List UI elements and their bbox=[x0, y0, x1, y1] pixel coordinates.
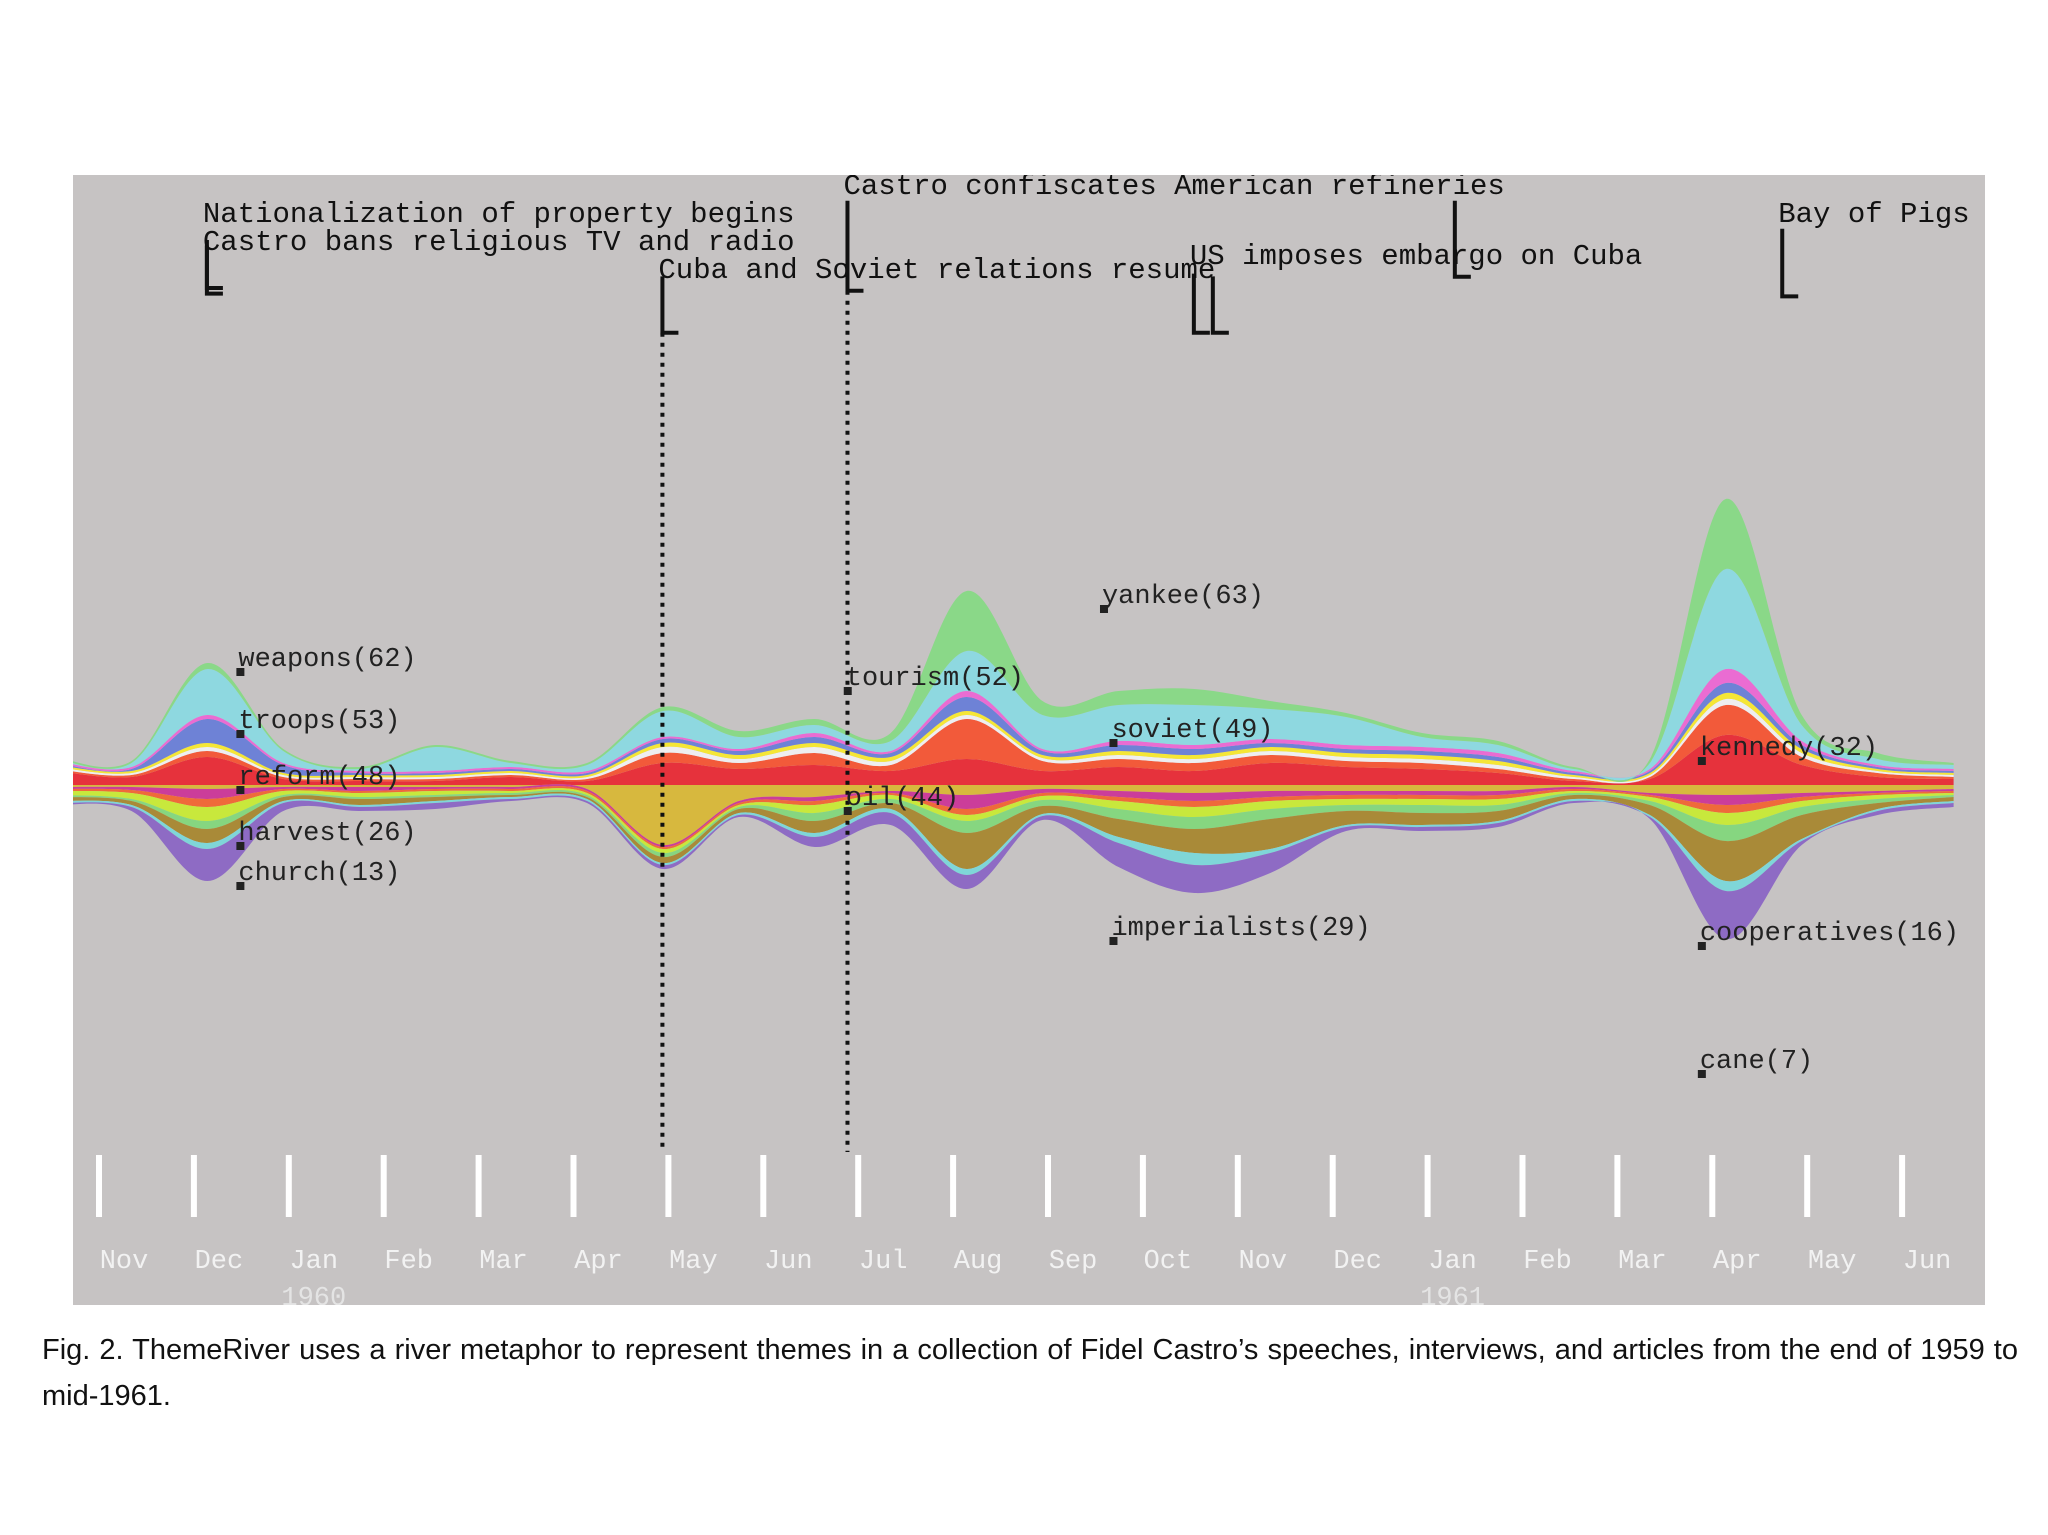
month-tick bbox=[1045, 1155, 1051, 1217]
figure-caption: Fig. 2. ThemeRiver uses a river metaphor… bbox=[42, 1334, 2018, 1412]
time-axis: Nov Dec Jan Feb Mar Apr May Jun Jul Aug Sep Oct Nov D… bbox=[96, 1155, 1952, 1314]
month-tick bbox=[570, 1155, 577, 1217]
month-tick bbox=[760, 1155, 767, 1217]
month-label: Feb bbox=[384, 1247, 433, 1277]
month-label: Mar bbox=[1618, 1247, 1667, 1277]
stream-pink bbox=[73, 668, 1954, 779]
stream-olive bbox=[73, 791, 1954, 882]
theme-label: reform(48) bbox=[238, 763, 400, 793]
theme-label: troops(53) bbox=[238, 707, 400, 737]
event-label: Castro bans religious TV and radio bbox=[203, 226, 795, 259]
month-tick bbox=[96, 1155, 102, 1217]
theme-marker bbox=[1109, 937, 1118, 945]
month-tick bbox=[1614, 1155, 1621, 1217]
stream-orange bbox=[73, 786, 1954, 850]
theme-label: cane(7) bbox=[1700, 1047, 1813, 1077]
theme-label: weapons(62) bbox=[238, 645, 416, 675]
theme-marker bbox=[1697, 1070, 1706, 1078]
theme-marker bbox=[843, 687, 852, 695]
month-tick bbox=[285, 1155, 292, 1217]
month-label: Sep bbox=[1049, 1247, 1098, 1277]
theme-marker bbox=[1697, 757, 1706, 765]
month-label: Jun bbox=[764, 1247, 813, 1277]
month-tick bbox=[1139, 1155, 1146, 1217]
theme-label: oil(44) bbox=[846, 784, 959, 814]
month-label: Feb bbox=[1523, 1247, 1572, 1277]
month-tick bbox=[1424, 1155, 1431, 1217]
month-label: Jan bbox=[289, 1247, 338, 1277]
month-label: Jul bbox=[859, 1247, 908, 1277]
event-marker bbox=[1210, 276, 1229, 335]
month-label: Apr bbox=[1713, 1247, 1762, 1277]
stream-red bbox=[73, 734, 1954, 786]
month-label: Nov bbox=[100, 1247, 149, 1277]
stream-layers bbox=[73, 498, 1954, 940]
theme-label: cooperatives(16) bbox=[1700, 919, 1959, 949]
month-tick bbox=[1234, 1155, 1241, 1217]
month-label: Jan bbox=[1428, 1247, 1477, 1277]
theme-marker bbox=[236, 882, 245, 890]
event-label: US imposes embargo on Cuba bbox=[1190, 240, 1642, 273]
theme-marker bbox=[1109, 739, 1118, 747]
month-tick bbox=[1329, 1155, 1336, 1217]
month-label: Oct bbox=[1144, 1247, 1193, 1277]
month-tick bbox=[950, 1155, 957, 1217]
month-label: Mar bbox=[479, 1247, 528, 1277]
stream-church bbox=[73, 784, 1954, 848]
month-label: May bbox=[669, 1247, 718, 1277]
theme-marker bbox=[843, 807, 852, 815]
event-annotations: Nationalization of property beginsCastro… bbox=[203, 170, 1970, 1152]
stream-white bbox=[73, 698, 1954, 784]
theme-labels: weapons(62) troops(53) reform(48) harvest(2… bbox=[236, 582, 1959, 1078]
month-label: Dec bbox=[1333, 1247, 1382, 1277]
month-label: Jun bbox=[1903, 1247, 1952, 1277]
event-label: Castro confiscates American refineries bbox=[843, 170, 1504, 203]
month-tick bbox=[475, 1155, 482, 1217]
month-tick bbox=[1709, 1155, 1716, 1217]
theme-marker bbox=[236, 786, 245, 794]
theme-label: yankee(63) bbox=[1102, 582, 1264, 612]
stream-slate bbox=[73, 682, 1954, 781]
stream-green bbox=[73, 790, 1954, 858]
month-tick bbox=[1804, 1155, 1811, 1217]
stream-yellow bbox=[73, 692, 1954, 782]
stream-gold bbox=[73, 784, 1954, 846]
event-marker bbox=[1780, 228, 1799, 299]
event-marker bbox=[204, 245, 223, 296]
month-label: Aug bbox=[954, 1247, 1003, 1277]
theme-label: kennedy(32) bbox=[1700, 734, 1878, 764]
theme-label: soviet(49) bbox=[1111, 716, 1273, 746]
theme-label: harvest(26) bbox=[238, 819, 416, 849]
month-label: Dec bbox=[195, 1247, 244, 1277]
theme-marker bbox=[1099, 605, 1108, 613]
month-tick bbox=[380, 1155, 387, 1217]
event-marker bbox=[1452, 200, 1471, 279]
event-label: Nationalization of property begins bbox=[203, 198, 795, 231]
year-label: 1960 bbox=[281, 1284, 346, 1314]
event-label: Bay of Pigs bbox=[1778, 198, 1969, 231]
theme-marker bbox=[1697, 942, 1706, 950]
theme-label: church(13) bbox=[238, 859, 400, 889]
event-label: Cuba and Soviet relations resume bbox=[658, 254, 1215, 287]
theme-marker bbox=[236, 842, 245, 850]
event-marker bbox=[1191, 273, 1210, 335]
month-label: Apr bbox=[574, 1247, 623, 1277]
month-tick bbox=[855, 1155, 862, 1217]
month-tick bbox=[1519, 1155, 1526, 1217]
theme-label: imperialists(29) bbox=[1111, 914, 1370, 944]
theme-marker bbox=[236, 730, 245, 738]
stream-salmon bbox=[73, 704, 1954, 784]
month-label: Nov bbox=[1238, 1247, 1287, 1277]
year-label: 1961 bbox=[1420, 1284, 1485, 1314]
stream-lime bbox=[73, 788, 1954, 854]
month-tick bbox=[665, 1155, 672, 1217]
month-tick bbox=[1899, 1155, 1906, 1217]
month-tick bbox=[190, 1155, 197, 1217]
theme-label: tourism(52) bbox=[846, 664, 1024, 694]
month-label: May bbox=[1808, 1247, 1857, 1277]
theme-marker bbox=[236, 668, 245, 676]
